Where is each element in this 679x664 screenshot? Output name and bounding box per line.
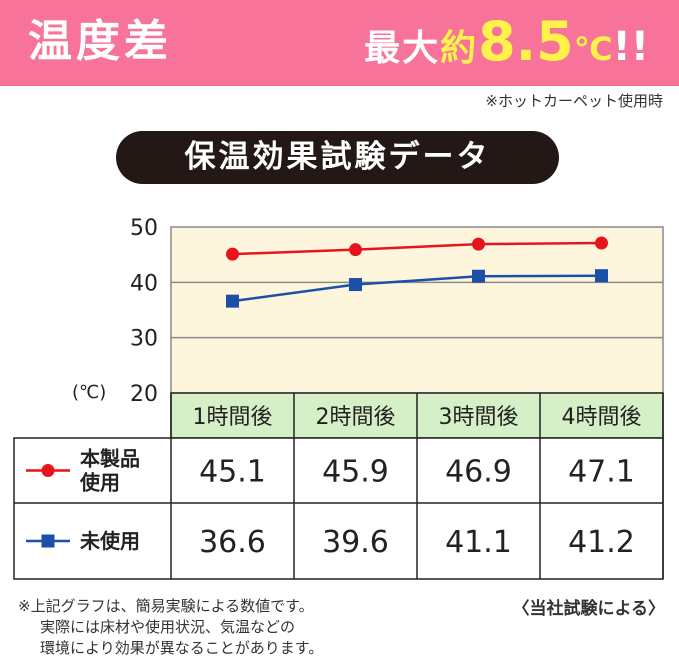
data-label: 46.9 (445, 455, 512, 490)
x-tick-label: 2時間後 (316, 405, 396, 430)
y-tick-label: 20 (130, 382, 158, 407)
x-tick-label: 3時間後 (439, 405, 519, 430)
chart-svg: 50 40 30 20 (℃) 1時間後 2時間後 3時間後 4時間後 45.1 45.9 46.9 4… (13, 216, 664, 580)
footnote-line-1: ※上記グラフは、簡易実験による数値です。 (18, 597, 314, 615)
legend-marker (41, 534, 55, 548)
data-label: 41.1 (445, 525, 512, 560)
legend-label: 使用 (79, 471, 120, 495)
data-label: 41.2 (568, 525, 635, 560)
data-point (226, 294, 239, 308)
data-point (472, 237, 485, 251)
x-tick-label: 4時間後 (562, 405, 642, 430)
data-point (349, 278, 362, 292)
x-tick-label: 1時間後 (193, 405, 273, 430)
banner-approx-label: 約 (440, 28, 479, 69)
footnote: ※上記グラフは、簡易実験による数値です。 実際には床材や使用状況、気温などの 環… (18, 596, 478, 659)
data-label: 36.6 (199, 525, 266, 560)
plot-background (170, 226, 664, 394)
banner-title: 温度差 (28, 16, 172, 67)
data-point (595, 269, 608, 283)
banner-max-label: 最大 (364, 28, 441, 69)
legend-label: 未使用 (80, 529, 140, 553)
chart-title: 保温効果試験データ (116, 131, 559, 184)
legend-marker (41, 464, 55, 477)
y-tick-label: 30 (130, 327, 158, 352)
data-point (349, 243, 362, 257)
data-table (13, 437, 664, 580)
footnote-line-3: 環境により効果が異なることがあります。 (40, 639, 324, 657)
banner-value: 8.5 (478, 10, 574, 73)
usage-note: ※ホットカーペット使用時 (485, 92, 663, 110)
banner-exclaim: !! (612, 24, 649, 70)
banner-unit: ℃ (573, 30, 613, 68)
series-line (232, 274, 602, 303)
footnote-line-2: 実際には床材や使用状況、気温などの (40, 618, 296, 636)
header-banner: 温度差 最大約8.5℃!! (0, 0, 679, 86)
data-label: 45.9 (322, 455, 389, 490)
y-axis-unit: (℃) (72, 382, 106, 403)
y-tick-label: 40 (130, 271, 158, 296)
data-label: 45.1 (199, 455, 266, 490)
chart-area: 50 40 30 20 (℃) 1時間後 2時間後 3時間後 4時間後 45.1 45.9 46.9 4… (0, 190, 679, 590)
banner-headline: 最大約8.5℃!! (364, 8, 649, 89)
data-label: 47.1 (568, 455, 635, 490)
source-note: 〈当社試験による〉 (512, 599, 666, 619)
y-tick-label: 50 (130, 216, 158, 241)
data-point (226, 247, 239, 261)
series-line (232, 241, 602, 256)
data-point (595, 236, 608, 250)
data-label: 39.6 (322, 525, 389, 560)
legend-label: 本製品 (80, 447, 140, 471)
data-point (472, 269, 485, 283)
